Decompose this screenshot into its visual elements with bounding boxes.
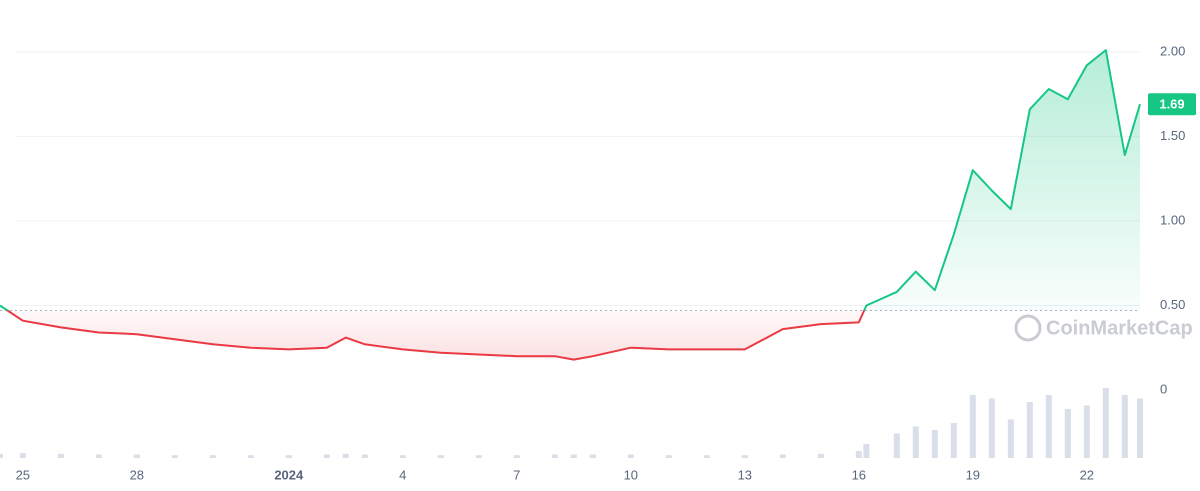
- watermark-logo: [1014, 314, 1042, 342]
- volume-bar: [19, 453, 26, 458]
- volume-bar: [741, 455, 748, 458]
- volume-bar: [323, 454, 330, 458]
- volume-bar: [1102, 388, 1109, 458]
- volume-bar: [931, 430, 938, 458]
- volume-bar: [0, 453, 3, 458]
- y-tick-label: 2.00: [1160, 43, 1185, 58]
- x-tick-label: 4: [399, 467, 406, 482]
- volume-bar: [437, 455, 444, 458]
- volume-bar: [399, 455, 406, 458]
- volume-bar: [342, 453, 349, 458]
- volume-bar: [912, 426, 919, 458]
- volume-bar: [551, 454, 558, 458]
- volume-bar: [1137, 398, 1143, 458]
- volume-bar: [703, 455, 710, 458]
- volume-bar: [665, 455, 672, 458]
- volume-bar: [513, 455, 520, 458]
- x-tick-label: 13: [738, 467, 752, 482]
- volume-bar: [627, 454, 634, 458]
- volume-bar: [1026, 402, 1033, 458]
- volume-bar: [171, 455, 178, 458]
- volume-bar: [133, 454, 140, 458]
- watermark-text: CoinMarketCap: [1046, 317, 1193, 339]
- volume-bar: [285, 455, 292, 458]
- volume-bar: [988, 398, 995, 458]
- volume-bar: [779, 454, 786, 458]
- x-tick-label: 2024: [274, 467, 304, 482]
- x-tick-label: 22: [1080, 467, 1094, 482]
- volume-bar: [247, 455, 254, 458]
- watermark: CoinMarketCap: [1014, 314, 1193, 342]
- volume-bar: [969, 395, 976, 458]
- y-tick-label: 0: [1160, 381, 1167, 396]
- volume-bar: [209, 455, 216, 458]
- x-tick-label: 10: [624, 467, 638, 482]
- price-line: [0, 49, 1141, 361]
- y-tick-label: 0.50: [1160, 297, 1185, 312]
- volume-bar: [361, 454, 368, 458]
- volume-bar: [1045, 395, 1052, 458]
- x-tick-label: 28: [130, 467, 144, 482]
- volume-bar: [855, 451, 862, 458]
- price-tag-label: 1.69: [1159, 97, 1184, 112]
- y-tick-label: 1.00: [1160, 212, 1185, 227]
- volume-bar: [1121, 395, 1128, 458]
- x-tick-label: 25: [16, 467, 30, 482]
- price-tag: [1148, 93, 1196, 116]
- y-tick-label: 1.50: [1160, 128, 1185, 143]
- x-tick-label: 19: [966, 467, 980, 482]
- x-tick-label: 7: [513, 467, 520, 482]
- volume-bar: [817, 453, 824, 458]
- volume-bar: [95, 454, 102, 458]
- volume-bar: [950, 423, 957, 458]
- volume-bar: [863, 444, 870, 458]
- x-tick-label: 16: [852, 467, 866, 482]
- price-area: [0, 50, 1140, 360]
- volume-bar: [1064, 409, 1071, 458]
- volume-bar: [589, 454, 596, 458]
- volume-bar: [1007, 419, 1014, 458]
- volume-bar: [893, 433, 900, 458]
- volume-bar: [1083, 405, 1090, 458]
- volume-bar: [57, 453, 64, 458]
- volume-bar: [570, 454, 577, 458]
- volume-bar: [475, 455, 482, 458]
